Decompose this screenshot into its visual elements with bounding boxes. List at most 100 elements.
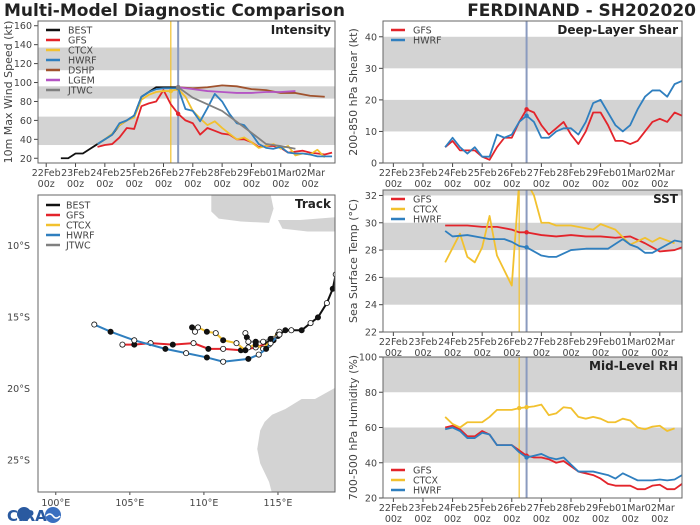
- series-line-hwrf: [444, 426, 682, 482]
- shaded-band: [383, 222, 682, 251]
- x-tick-label: 02Mar 00z: [645, 503, 675, 525]
- x-tick-label: 24Feb 00z: [438, 337, 467, 359]
- x-tick-hour: 00z: [414, 348, 431, 359]
- x-tick-date: 24Feb: [438, 503, 467, 514]
- y-tick-label: 15°S: [7, 312, 30, 323]
- x-tick-label: 23Feb 00z: [61, 168, 90, 190]
- data-point-hwrf: [524, 113, 529, 118]
- legend-label-gfs: GFS: [413, 26, 432, 37]
- x-tick-hour: 00z: [622, 514, 639, 525]
- x-tick-label: 27Feb 00z: [527, 337, 556, 359]
- x-tick-label: 02Mar 00z: [645, 168, 675, 190]
- track-point-gfs: [169, 341, 176, 348]
- track-point-best: [314, 314, 321, 321]
- panel-title: SST: [653, 192, 679, 206]
- x-tick-label: 27Feb 00z: [527, 503, 556, 525]
- x-tick-date: 22Feb: [379, 168, 408, 179]
- axes-frame: [37, 20, 336, 164]
- track-point-jtwc: [276, 331, 283, 338]
- x-tick-hour: 00z: [444, 514, 461, 525]
- x-tick-date: 29Feb: [586, 503, 615, 514]
- x-tick-date: 26Feb: [149, 168, 178, 179]
- x-tick-label: 24Feb 00z: [438, 503, 467, 525]
- legend-label-dshp: DSHP: [68, 66, 94, 77]
- x-tick-date: 27Feb: [527, 168, 556, 179]
- main-title: Multi-Model Diagnostic Comparison: [4, 1, 345, 21]
- x-tick-hour: 00z: [302, 179, 319, 190]
- y-tick-label: 10°S: [7, 241, 30, 252]
- track-point-hwrf: [203, 354, 210, 361]
- data-point-ctcx: [524, 180, 528, 184]
- track-point-hwrf: [263, 345, 270, 352]
- legend-label-hwrf: HWRF: [413, 486, 442, 497]
- track-point-hwrf: [107, 328, 114, 335]
- rh-plot-area: [383, 357, 682, 498]
- track-point-best: [332, 271, 335, 278]
- x-tick-hour: 00z: [503, 348, 520, 359]
- x-tick-label: 23Feb 00z: [409, 168, 438, 190]
- data-point-gfs: [175, 111, 181, 116]
- x-tick-hour: 00z: [243, 179, 260, 190]
- x-tick-hour: 00z: [184, 179, 201, 190]
- track-point-ctcx: [189, 324, 196, 331]
- legend-label-best: BEST: [68, 26, 93, 37]
- track-point-hwrf: [91, 321, 98, 328]
- x-tick-hour: 00z: [126, 179, 143, 190]
- x-tick-date: 25Feb: [468, 503, 497, 514]
- shear-plot-area: [383, 21, 682, 163]
- data-point-hwrf: [524, 455, 529, 460]
- x-tick-date: 27Feb: [527, 337, 556, 348]
- x-tick-date: 01Mar: [615, 337, 645, 348]
- x-tick-hour: 00z: [38, 179, 55, 190]
- x-tick-date: 26Feb: [497, 337, 526, 348]
- x-tick-date: 29Feb: [237, 168, 266, 179]
- series-line-ctcx: [444, 190, 675, 287]
- axes-frame: [382, 189, 683, 333]
- x-tick-date: 28Feb: [557, 503, 586, 514]
- y-tick-label: 100: [14, 78, 32, 89]
- y-tick-label: 10: [365, 127, 377, 138]
- x-tick-label: 29Feb 00z: [586, 337, 615, 359]
- x-tick-label: 01Mar 00z: [615, 337, 645, 359]
- y-tick-label: 60: [20, 116, 32, 127]
- x-tick-date: 23Feb: [61, 168, 90, 179]
- x-tick-hour: 00z: [96, 179, 113, 190]
- panel-title: Mid-Level RH: [589, 359, 678, 373]
- track-point-hwrf: [255, 351, 262, 358]
- x-tick-date: 23Feb: [409, 168, 438, 179]
- x-tick-hour: 00z: [533, 514, 550, 525]
- legend-label-jtwc: JTWC: [65, 241, 91, 252]
- x-tick-label: 28Feb 00z: [557, 168, 586, 190]
- series-line-dshp: [178, 84, 325, 98]
- x-tick-hour: 00z: [385, 348, 402, 359]
- y-tick-label: 60: [365, 423, 377, 434]
- y-tick-label: 20°S: [7, 384, 30, 395]
- x-tick-label: 22Feb 00z: [379, 503, 408, 525]
- x-tick-date: 02Mar: [645, 503, 675, 514]
- java-landmass: [211, 195, 274, 223]
- x-tick-date: 24Feb: [438, 168, 467, 179]
- x-tick-date: 27Feb: [527, 503, 556, 514]
- legend-label-hwrf: HWRF: [68, 56, 97, 67]
- x-tick-hour: 00z: [444, 179, 461, 190]
- series-line-gfs: [445, 224, 682, 253]
- track-point-hwrf: [220, 358, 227, 365]
- x-tick-hour: 00z: [503, 514, 520, 525]
- x-tick-date: 01Mar: [266, 168, 296, 179]
- shaded-band: [38, 47, 335, 71]
- track-point-best: [307, 320, 314, 327]
- x-tick-hour: 00z: [592, 348, 609, 359]
- panel-title: Track: [295, 197, 332, 211]
- x-tick-date: 22Feb: [379, 337, 408, 348]
- data-point-hwrf: [524, 245, 529, 250]
- x-tick-date: 28Feb: [557, 168, 586, 179]
- track-point-ctcx: [233, 340, 240, 347]
- track-point-ctcx: [203, 328, 210, 335]
- axes-frame: [382, 20, 683, 164]
- x-tick-label: 100°E: [41, 498, 70, 509]
- x-tick-date: 22Feb: [379, 503, 408, 514]
- series-line-lgem: [178, 86, 296, 94]
- track-point-best: [282, 327, 289, 334]
